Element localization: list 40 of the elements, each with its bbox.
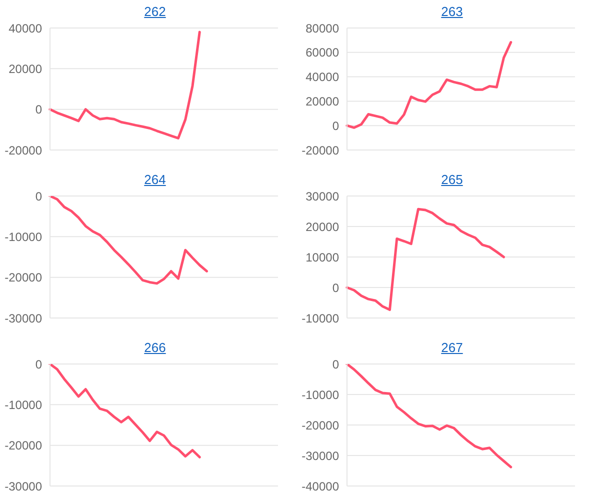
y-tick-label: 0	[332, 118, 340, 133]
y-tick-label: 60000	[306, 46, 340, 60]
line-series	[346, 41, 512, 129]
line-series	[346, 364, 512, 468]
chart-title: 266	[143, 340, 167, 355]
y-tick-label: 0	[332, 357, 340, 372]
y-tick-label: -10000	[302, 311, 340, 326]
y-tick-label: 40000	[306, 70, 340, 84]
y-tick-label: -20000	[302, 143, 340, 158]
y-tick-label: 10000	[306, 250, 340, 264]
y-tick-label: 30000	[306, 189, 340, 204]
y-tick-label: 20000	[306, 94, 340, 108]
line-series	[346, 208, 505, 312]
y-tick-label: -20000	[4, 438, 42, 453]
y-tick-label: -20000	[302, 418, 340, 432]
y-tick-label: 0	[35, 189, 42, 204]
y-tick-label: 0	[35, 102, 42, 117]
y-tick-label: -10000	[4, 398, 42, 412]
line-series	[48, 30, 201, 140]
y-tick-label: -10000	[302, 388, 340, 402]
y-tick-label: -40000	[302, 479, 340, 494]
y-tick-label: 0	[35, 357, 42, 372]
y-tick-label: -10000	[4, 230, 42, 244]
y-tick-label: 20000	[306, 220, 340, 234]
line-series	[48, 364, 201, 458]
y-tick-label: 0	[332, 280, 340, 295]
y-tick-label: -30000	[4, 479, 42, 494]
chart-title: 265	[440, 172, 464, 187]
y-tick-label: 80000	[306, 21, 340, 36]
chart-title: 264	[143, 172, 167, 187]
chart-title: 262	[143, 4, 167, 19]
y-tick-label: 20000	[8, 62, 42, 76]
y-tick-label: 40000	[8, 21, 42, 36]
chart-title: 267	[440, 340, 464, 355]
chart-title: 263	[440, 4, 464, 19]
y-tick-label: -20000	[4, 270, 42, 285]
y-tick-label: -30000	[4, 311, 42, 326]
line-series	[48, 196, 208, 285]
y-tick-label: -30000	[302, 448, 340, 463]
y-tick-label: -20000	[4, 143, 42, 158]
